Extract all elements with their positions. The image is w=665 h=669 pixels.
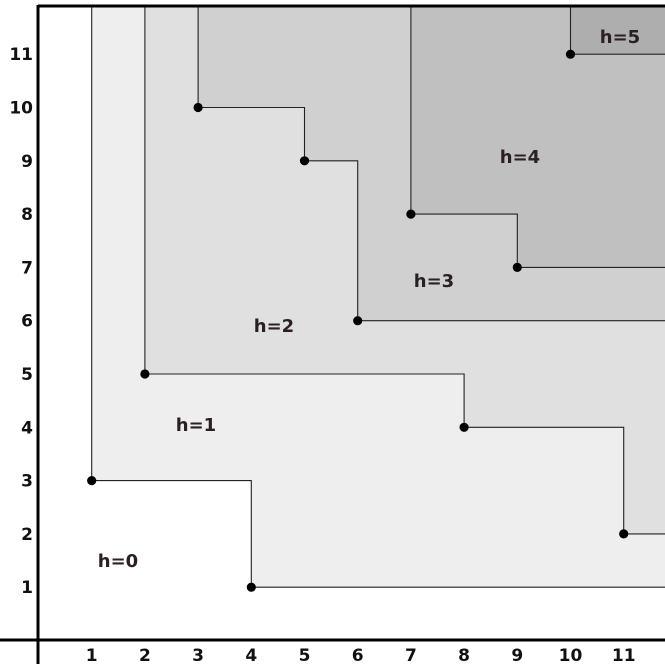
corner-point [460,423,469,432]
x-tick-label: 8 [458,646,470,664]
x-tick-label: 11 [612,646,636,664]
y-tick-label: 11 [9,45,33,65]
corner-point [140,369,149,378]
corner-point [566,50,575,59]
y-tick-label: 5 [21,365,33,385]
corner-point [300,156,309,165]
region-label-h4: h=4 [500,147,540,168]
x-tick-label: 4 [245,646,257,664]
y-tick-label: 4 [21,418,33,438]
x-tick-label: 1 [86,646,98,664]
regions-layer [38,6,665,640]
y-tick-label: 1 [21,578,33,598]
x-tick-label: 2 [139,646,151,664]
y-tick-label: 6 [21,312,33,332]
y-tick-label: 3 [21,472,33,492]
region-label-h0: h=0 [98,551,138,572]
region-label-h3: h=3 [414,271,454,292]
corner-point [406,210,415,219]
y-tick-label: 2 [21,525,33,545]
corner-point [87,476,96,485]
region-label-h5: h=5 [600,27,640,48]
y-tick-label: 10 [9,99,33,119]
corner-point [513,263,522,272]
x-tick-label: 3 [192,646,204,664]
corner-point [247,583,256,592]
x-tick-label: 6 [352,646,364,664]
y-tick-label: 9 [21,152,33,172]
region-label-h2: h=2 [254,316,294,337]
corner-point [353,316,362,325]
corner-point [194,103,203,112]
corner-point [619,529,628,538]
x-tick-label: 7 [405,646,417,664]
region-label-h1: h=1 [176,415,216,436]
x-tick-label: 9 [511,646,523,664]
y-tick-label: 7 [21,258,33,278]
x-tick-label: 10 [559,646,583,664]
y-tick-label: 8 [21,205,33,225]
x-tick-label: 5 [299,646,311,664]
